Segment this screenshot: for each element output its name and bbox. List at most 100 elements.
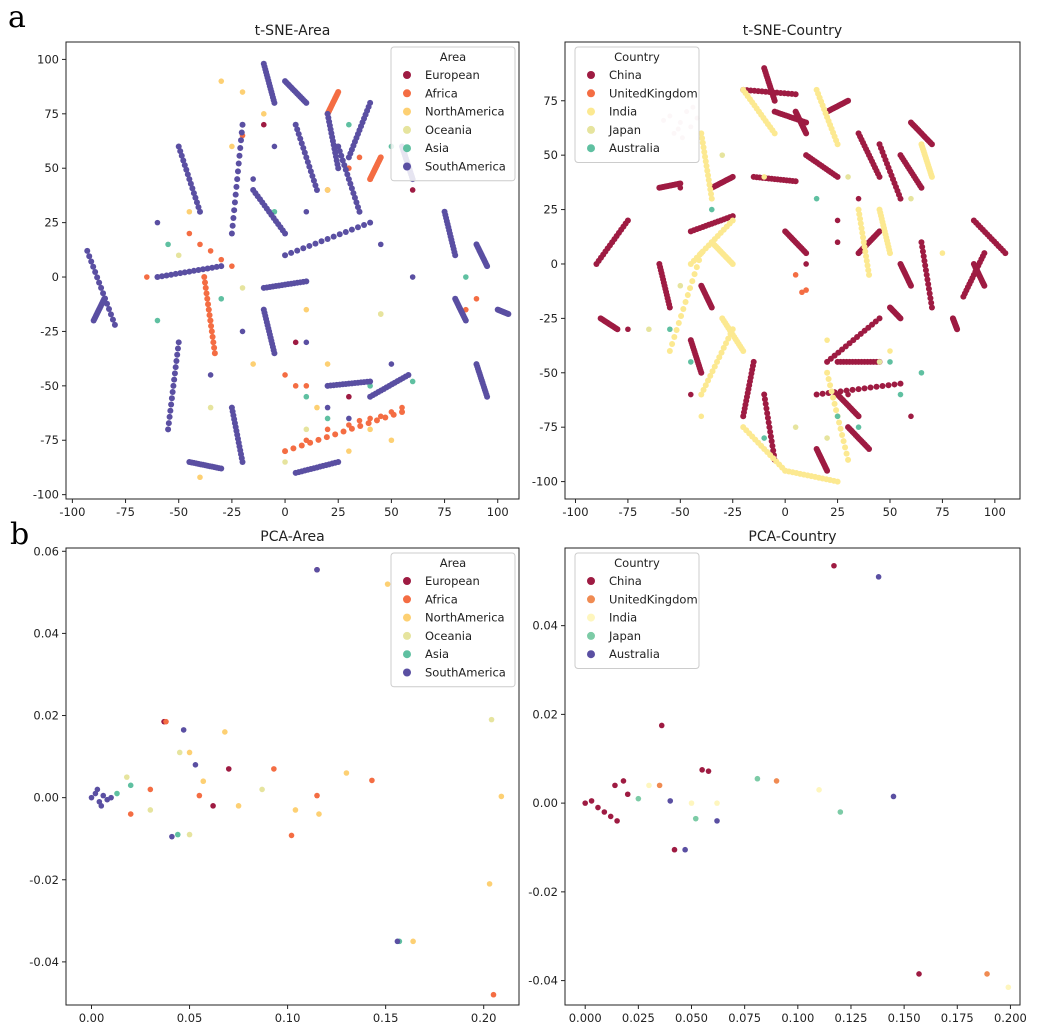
data-point xyxy=(294,126,301,133)
data-point xyxy=(201,279,208,286)
x-tick-label: 75 xyxy=(437,505,452,519)
series-SouthAmerica xyxy=(88,566,401,945)
data-point xyxy=(625,326,631,333)
data-point xyxy=(175,143,182,150)
x-tick-label: 0.15 xyxy=(373,1011,399,1025)
legend-marker xyxy=(587,577,595,585)
data-point xyxy=(463,274,469,280)
data-point xyxy=(230,214,237,221)
series-India xyxy=(666,86,946,485)
data-point xyxy=(303,278,310,285)
data-point xyxy=(754,775,761,782)
data-point xyxy=(239,89,246,95)
data-point xyxy=(667,798,674,804)
data-point xyxy=(239,285,246,291)
data-point xyxy=(708,191,715,198)
data-point xyxy=(837,809,844,815)
axes-frame xyxy=(65,41,520,500)
data-point xyxy=(200,778,207,785)
data-point xyxy=(239,328,246,335)
data-point xyxy=(303,437,310,444)
data-point xyxy=(342,228,349,235)
data-point xyxy=(925,285,932,292)
data-point xyxy=(163,272,170,279)
data-point xyxy=(210,803,216,809)
legend: Country China UnitedKingdom India Japan Austr… xyxy=(574,552,700,669)
data-point xyxy=(707,186,714,193)
data-point xyxy=(92,269,99,276)
data-point xyxy=(209,264,216,271)
legend-marker xyxy=(587,650,595,659)
data-point xyxy=(200,266,207,273)
data-point xyxy=(860,239,867,246)
data-point xyxy=(250,361,256,367)
data-point xyxy=(920,253,927,260)
data-point xyxy=(203,290,210,297)
data-point xyxy=(723,340,730,347)
data-point xyxy=(740,413,747,420)
data-point xyxy=(175,252,182,259)
data-point xyxy=(834,217,841,224)
data-point xyxy=(845,391,851,398)
data-point xyxy=(330,233,337,240)
legend-label: Africa xyxy=(425,86,458,100)
data-point xyxy=(803,261,809,267)
data-point xyxy=(890,793,897,800)
data-point xyxy=(505,311,512,318)
data-point xyxy=(290,445,297,452)
data-point xyxy=(703,163,710,170)
data-point xyxy=(926,290,933,297)
legend-label: China xyxy=(609,574,642,588)
data-point xyxy=(377,154,384,161)
data-point xyxy=(377,311,384,317)
data-point xyxy=(761,391,768,398)
data-point xyxy=(323,434,330,441)
data-point xyxy=(399,408,406,415)
data-point xyxy=(410,938,416,945)
data-point xyxy=(90,263,97,270)
data-point xyxy=(954,326,961,333)
data-point xyxy=(181,162,188,169)
data-point xyxy=(295,131,302,138)
data-point xyxy=(646,326,652,333)
data-point xyxy=(803,250,810,257)
legend-label: Japan xyxy=(608,123,641,137)
data-point xyxy=(773,778,780,784)
data-point xyxy=(88,258,95,265)
y-tick-label: 75 xyxy=(44,107,59,121)
data-point xyxy=(688,359,694,365)
series-China xyxy=(593,65,1009,474)
data-point xyxy=(373,417,380,424)
data-point xyxy=(595,804,601,811)
data-point xyxy=(170,382,177,389)
data-point xyxy=(845,174,851,180)
series-European xyxy=(161,566,320,809)
data-point xyxy=(292,383,299,389)
data-point xyxy=(127,782,134,789)
data-point xyxy=(202,284,209,291)
data-point xyxy=(698,369,705,376)
data-point xyxy=(294,247,301,254)
y-tick-label: -100 xyxy=(532,475,558,489)
data-point xyxy=(409,187,416,193)
x-tick-label: -50 xyxy=(671,505,690,519)
data-point xyxy=(347,180,354,187)
data-point xyxy=(193,199,200,206)
data-point xyxy=(173,357,180,364)
data-point xyxy=(166,413,173,420)
data-point xyxy=(209,333,216,340)
x-tick-label: 50 xyxy=(883,505,898,519)
x-tick-label: -25 xyxy=(222,505,241,519)
legend-marker xyxy=(587,125,595,134)
panel-label-b: b xyxy=(10,517,30,552)
data-point xyxy=(675,320,682,327)
data-point xyxy=(207,404,214,411)
data-point xyxy=(875,574,882,580)
y-tick-label: 0.02 xyxy=(532,707,558,721)
y-tick-label: -25 xyxy=(539,311,558,325)
x-tick-label: 0.125 xyxy=(835,1011,868,1025)
data-point xyxy=(205,306,212,313)
data-point xyxy=(709,368,716,375)
data-point xyxy=(707,372,714,379)
